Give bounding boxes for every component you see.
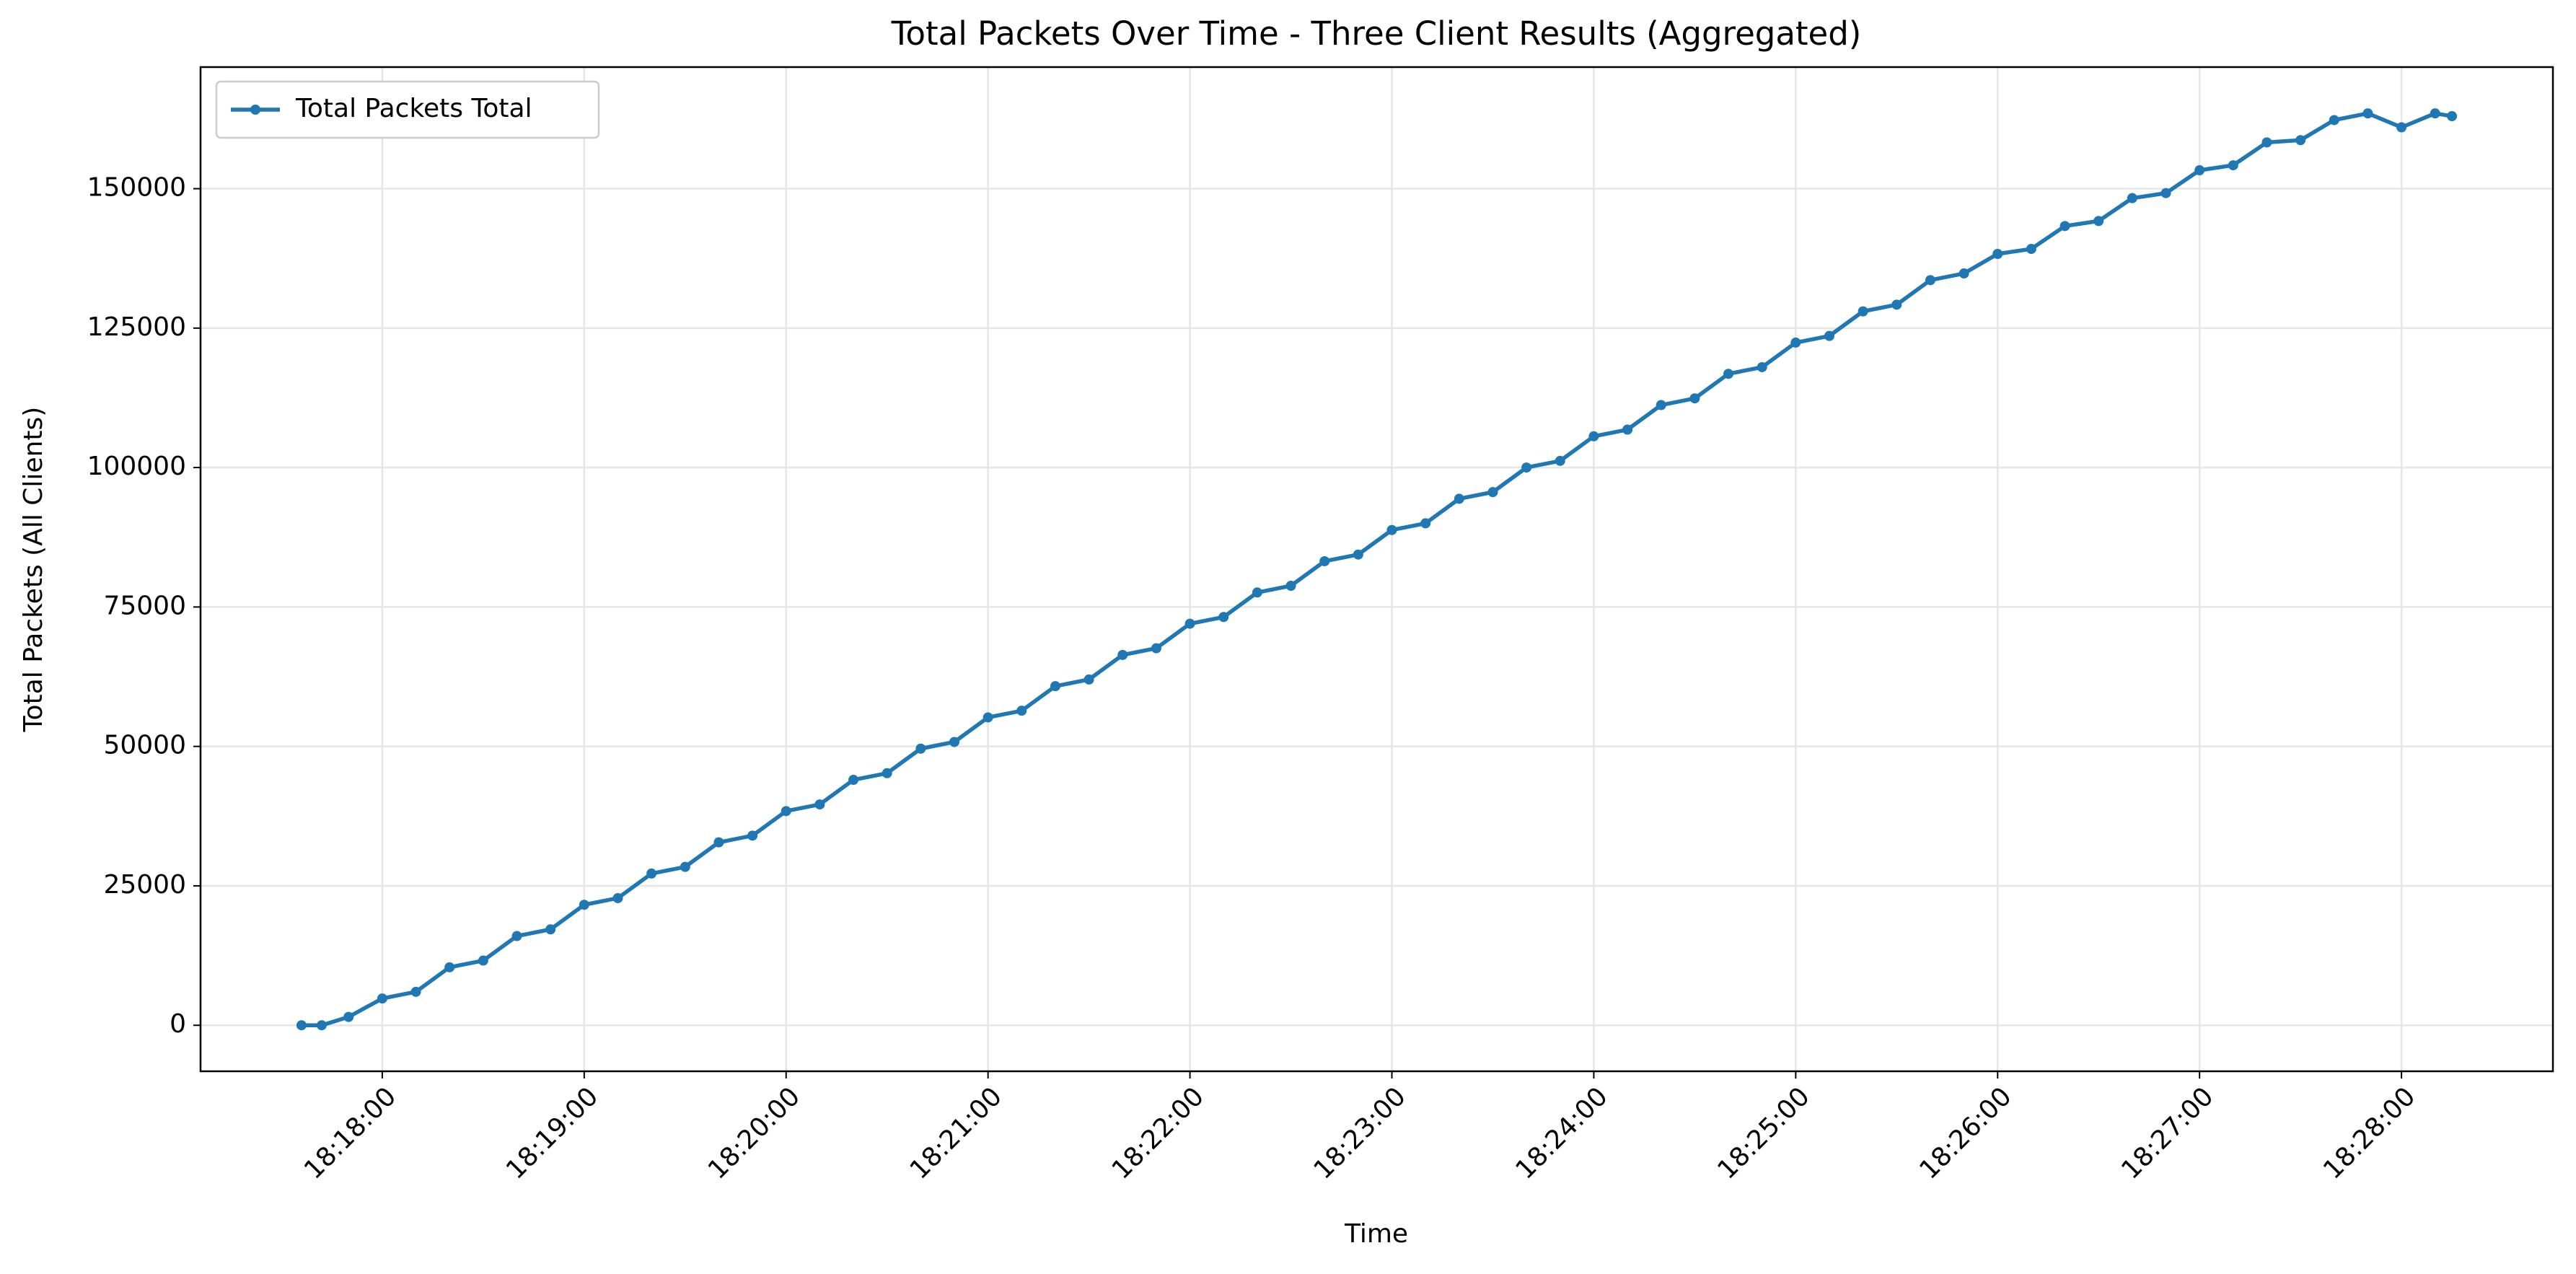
data-point: [2430, 108, 2440, 119]
data-point: [713, 837, 724, 848]
data-point: [949, 737, 960, 747]
data-point: [545, 924, 556, 935]
data-point: [2160, 188, 2171, 198]
x-tick-label: 18:19:00: [501, 1081, 604, 1185]
data-point: [1521, 462, 1532, 473]
y-tick-label: 150000: [87, 173, 186, 203]
plot-frame: [199, 66, 2554, 1073]
data-point: [1588, 431, 1599, 441]
y-axis-label: Total Packets (All Clients): [19, 407, 48, 733]
y-tick-label: 125000: [87, 312, 186, 342]
x-tick-label: 18:18:00: [299, 1081, 402, 1185]
data-point: [1925, 275, 1935, 286]
data-point: [2026, 244, 2036, 255]
legend-box: [215, 80, 600, 139]
data-point: [1420, 518, 1431, 529]
data-point: [444, 962, 455, 972]
data-point: [1319, 555, 1330, 566]
data-point: [2329, 115, 2339, 126]
data-point: [1487, 487, 1498, 498]
y-tick-label: 100000: [87, 452, 186, 481]
data-point: [882, 768, 892, 778]
x-axis-label: Time: [1344, 1219, 1408, 1249]
y-tick-label: 50000: [103, 731, 186, 760]
chart-title: Total Packets Over Time - Three Client R…: [891, 14, 1862, 53]
data-point: [579, 900, 589, 910]
data-point: [1083, 674, 1094, 685]
y-tick-label: 25000: [103, 870, 186, 900]
data-point: [511, 931, 522, 941]
data-point: [1285, 581, 1296, 592]
data-point: [781, 806, 791, 817]
data-point: [1050, 681, 1060, 692]
x-tick-label: 18:27:00: [2116, 1081, 2219, 1185]
data-point: [2295, 135, 2306, 146]
data-point: [1622, 424, 1633, 435]
data-point: [2362, 108, 2373, 119]
data-point: [377, 993, 387, 1004]
data-point: [1757, 361, 1767, 372]
data-point: [2194, 165, 2205, 176]
data-point: [1656, 400, 1666, 410]
data-point: [1824, 330, 1834, 341]
data-point: [915, 743, 926, 754]
data-point: [1454, 493, 1464, 504]
x-tick-label: 18:25:00: [1712, 1081, 1815, 1185]
data-point: [1723, 369, 1734, 379]
data-point: [1386, 524, 1397, 535]
data-point: [1353, 549, 1363, 560]
legend-label: Total Packets Total: [295, 94, 532, 123]
data-point: [814, 799, 825, 810]
data-point: [2261, 137, 2272, 148]
data-point: [1959, 268, 1969, 279]
x-tick-label: 18:23:00: [1309, 1081, 1412, 1185]
data-point: [1218, 612, 1229, 623]
data-line: [301, 111, 2453, 1027]
x-tick-label: 18:20:00: [703, 1081, 806, 1185]
data-point: [1117, 649, 1128, 660]
data-point: [1184, 618, 1195, 629]
data-point: [1992, 248, 2003, 259]
data-point: [1891, 299, 1902, 310]
x-tick-label: 18:24:00: [1511, 1081, 1614, 1185]
data-point: [680, 861, 690, 872]
data-point: [1790, 337, 1801, 348]
x-tick-label: 18:22:00: [1107, 1081, 1210, 1185]
data-point: [2093, 216, 2104, 227]
data-point: [296, 1020, 307, 1031]
data-point: [2396, 122, 2407, 133]
data-point: [1555, 455, 1565, 466]
x-tick-label: 18:21:00: [905, 1081, 1008, 1185]
data-point: [848, 775, 859, 786]
data-point: [1858, 306, 1868, 317]
legend-marker: [250, 105, 260, 115]
data-point: [2228, 160, 2238, 171]
x-tick-label: 18:26:00: [1914, 1081, 2017, 1185]
data-point: [1151, 643, 1161, 654]
data-point: [1689, 393, 1700, 404]
y-tick-label: 75000: [103, 591, 186, 620]
data-point: [316, 1020, 327, 1031]
data-point: [612, 892, 623, 903]
data-point: [2060, 221, 2070, 232]
data-point: [646, 868, 657, 879]
data-point: [478, 955, 488, 966]
data-point: [1016, 706, 1027, 716]
data-point: [983, 712, 993, 723]
data-point: [343, 1011, 354, 1022]
data-point: [747, 830, 758, 841]
legend: Total Packets Total: [215, 80, 600, 139]
data-point: [410, 986, 421, 997]
y-tick-label: 0: [170, 1009, 186, 1039]
data-point: [2447, 111, 2458, 122]
x-tick-label: 18:28:00: [2318, 1081, 2421, 1185]
data-point: [1252, 587, 1262, 598]
data-point: [2127, 193, 2137, 203]
